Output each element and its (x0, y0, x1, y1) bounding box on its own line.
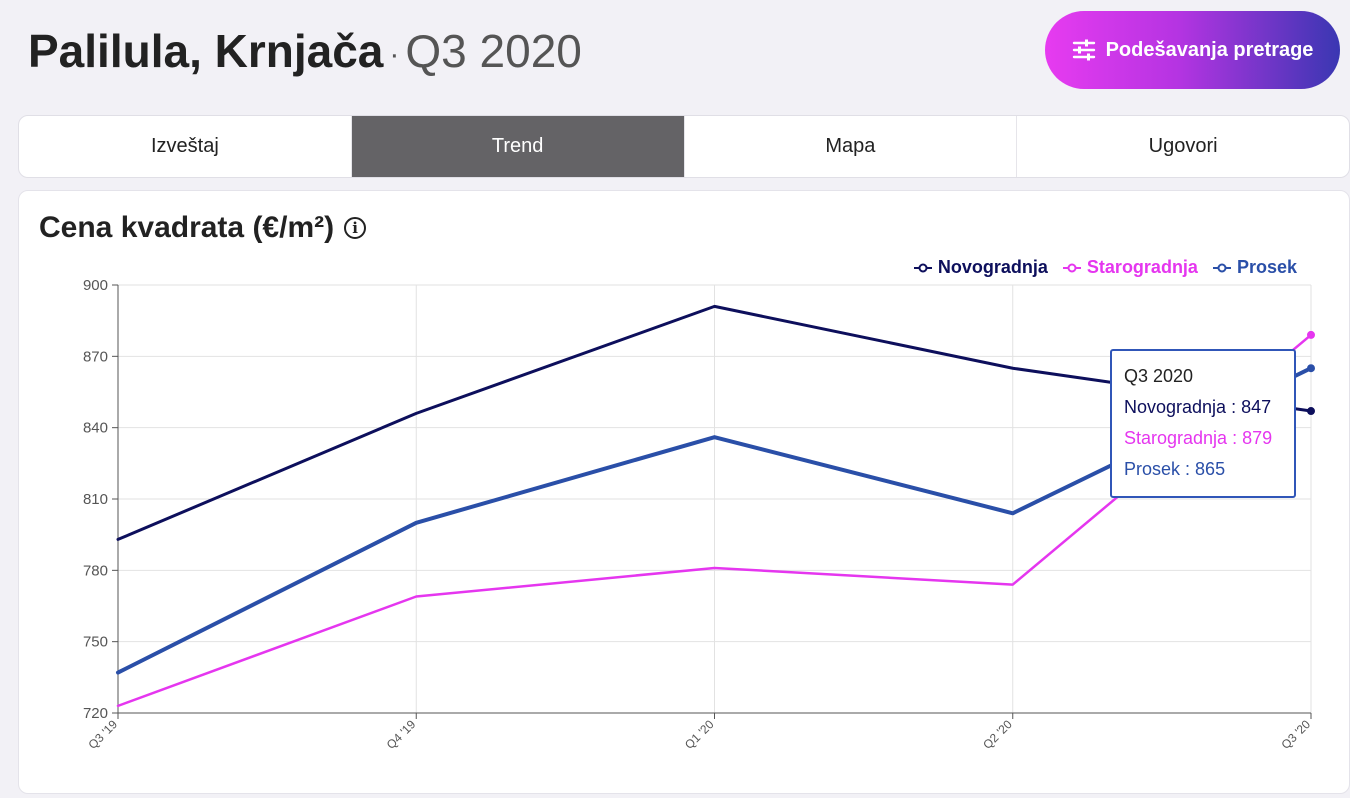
sliders-icon (1072, 39, 1096, 61)
legend-label: Prosek (1236, 257, 1297, 277)
y-tick-label: 780 (83, 562, 108, 579)
tab-bar: Izveštaj Trend Mapa Ugovori (18, 115, 1350, 178)
search-settings-button[interactable]: Podešavanja pretrage (1045, 11, 1340, 89)
y-tick-label: 870 (83, 348, 108, 365)
tab-izvestaj[interactable]: Izveštaj (19, 116, 352, 177)
legend-marker-icon (1212, 263, 1231, 272)
y-tick-label: 840 (83, 420, 108, 437)
data-point-starogradnja (1307, 330, 1315, 339)
legend-item-starogradnja[interactable]: Starogradnja (1062, 257, 1198, 278)
tab-mapa[interactable]: Mapa (685, 116, 1018, 177)
info-icon[interactable]: i (344, 217, 367, 239)
x-tick-label: Q3 '20 (1278, 717, 1313, 752)
location-title: Palilula, Krnjača (28, 25, 384, 77)
x-tick-label: Q2 '20 (980, 717, 1015, 752)
data-point-prosek (1307, 364, 1315, 373)
legend-item-prosek[interactable]: Prosek (1212, 257, 1297, 278)
legend-label: Novogradnja (937, 257, 1048, 277)
chart-legend: Novogradnja Starogradnja Prosek (913, 257, 1297, 278)
chart-tooltip: Q3 2020 Novogradnja : 847 Starogradnja :… (1110, 349, 1296, 498)
tab-ugovori[interactable]: Ugovori (1148, 135, 1218, 157)
tooltip-label: Prosek (1124, 459, 1181, 479)
tooltip-label: Starogradnja (1124, 428, 1228, 448)
x-tick-label: Q1 '20 (682, 717, 717, 752)
page-title: Palilula, Krnjača · Q3 2020 (28, 22, 582, 84)
chart-title: Cena kvadrata (€/m²) (39, 211, 335, 244)
tooltip-row-novogradnja: Novogradnja : 847 (1124, 397, 1272, 417)
tooltip-row-prosek: Prosek : 865 (1124, 459, 1226, 479)
y-tick-label: 900 (83, 277, 108, 294)
legend-item-novogradnja[interactable]: Novogradnja (913, 257, 1048, 278)
y-tick-label: 810 (83, 491, 108, 508)
data-point-novogradnja (1307, 407, 1315, 416)
x-tick-label: Q3 '19 (85, 717, 120, 752)
search-settings-label: Podešavanja pretrage (1105, 38, 1314, 61)
tooltip-title: Q3 2020 (1124, 366, 1194, 386)
y-tick-label: 720 (83, 705, 108, 722)
tooltip-value: 865 (1195, 459, 1226, 479)
title-separator: · (389, 37, 400, 71)
tooltip-value: 847 (1241, 397, 1272, 417)
tooltip-label: Novogradnja (1124, 397, 1227, 417)
tooltip-value: 879 (1242, 428, 1273, 448)
tooltip-row-starogradnja: Starogradnja : 879 (1124, 428, 1273, 448)
period-title: Q3 2020 (405, 25, 582, 77)
y-tick-label: 750 (83, 634, 108, 651)
legend-label: Starogradnja (1086, 257, 1198, 277)
series-line-starogradnja (116, 333, 1313, 708)
x-tick-label: Q4 '19 (384, 717, 419, 752)
legend-marker-icon (913, 263, 932, 272)
tab-trend[interactable]: Trend (351, 116, 685, 177)
price-chart-card: Cena kvadrata (€/m²) i 720 750 780 810 840 87… (18, 190, 1350, 794)
chart-title-row: Cena kvadrata (€/m²) i (39, 211, 367, 245)
legend-marker-icon (1062, 263, 1081, 272)
